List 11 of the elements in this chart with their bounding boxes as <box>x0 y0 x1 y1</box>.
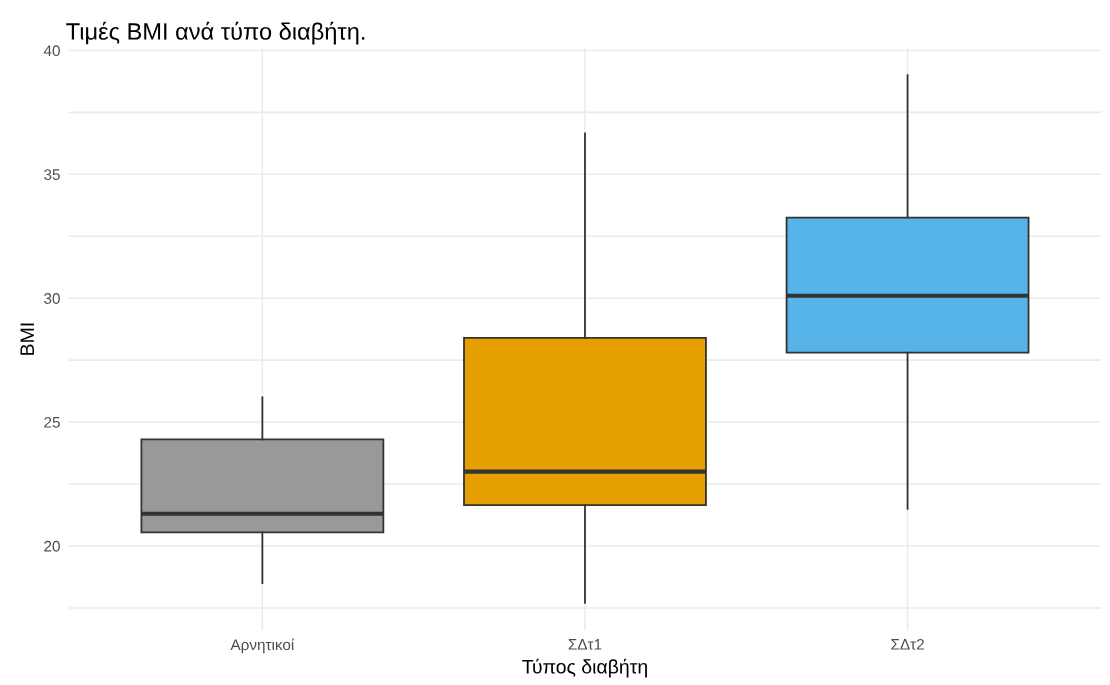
y-tick-label: 30 <box>44 293 60 304</box>
x-axis-title: Τύπος διαβήτη <box>522 658 647 678</box>
y-axis-title: BMI <box>20 323 34 355</box>
x-tick-label: Αρνητικοί <box>230 638 295 654</box>
y-tick-label: 25 <box>44 416 60 428</box>
x-tick-label: ΣΔτ1 <box>568 639 602 650</box>
x-tick-label: ΣΔτ2 <box>891 638 924 650</box>
y-tick-label: 35 <box>44 169 60 180</box>
chart-title: Τιμές BMI ανά τύπο διαβήτη. <box>66 21 365 45</box>
y-tick-label: 20 <box>44 540 60 552</box>
y-tick-label: 40 <box>43 45 60 57</box>
